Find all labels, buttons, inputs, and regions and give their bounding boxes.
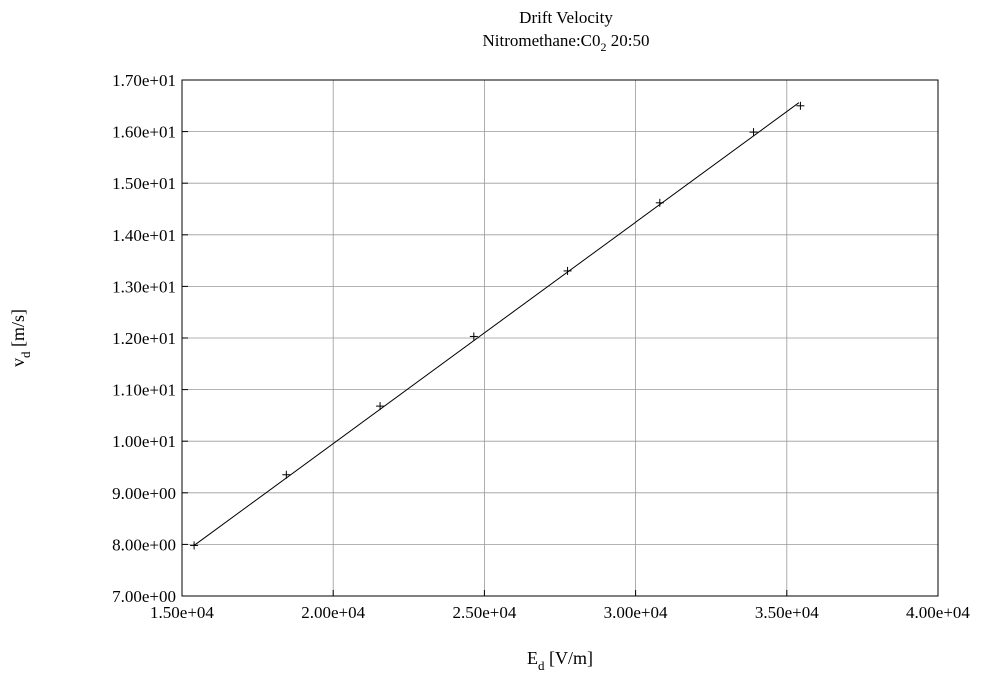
data-point	[190, 541, 199, 550]
y-tick-label: 1.10e+01	[112, 381, 176, 400]
x-tick-label: 4.00e+04	[906, 603, 970, 622]
y-tick-label: 1.70e+01	[112, 71, 176, 90]
data-points	[190, 101, 805, 550]
x-tick-label: 2.50e+04	[452, 603, 516, 622]
fit-line-group	[193, 102, 800, 546]
data-point	[563, 266, 572, 275]
y-axis-ticks: 7.00e+00 8.00e+00 9.00e+00 1.00e+01 1.10e+01…	[112, 71, 188, 606]
chart-subtitle: Nitromethane:C02 20:50	[482, 31, 649, 54]
x-tick-label: 2.00e+04	[301, 603, 365, 622]
data-point	[376, 402, 385, 411]
y-tick-label: 8.00e+00	[112, 535, 176, 554]
y-tick-label: 1.30e+01	[112, 277, 176, 296]
fit-line	[193, 102, 800, 546]
data-point	[655, 198, 664, 207]
plot-frame	[181, 79, 939, 597]
x-axis-label: Ed [V/m]	[527, 648, 593, 673]
data-point	[796, 101, 805, 110]
x-tick-label: 3.50e+04	[755, 603, 819, 622]
y-tick-label: 1.00e+01	[112, 432, 176, 451]
x-tick-label: 1.50e+04	[150, 603, 214, 622]
data-point	[282, 470, 291, 479]
y-tick-label: 1.50e+01	[112, 174, 176, 193]
grid	[181, 79, 939, 597]
y-tick-label: 1.60e+01	[112, 123, 176, 142]
data-point	[469, 332, 478, 341]
y-tick-label: 1.40e+01	[112, 226, 176, 245]
chart-title-group: Drift Velocity Nitromethane:C02 20:50	[482, 8, 649, 54]
y-axis-label: vd [m/s]	[8, 309, 33, 367]
y-tick-label: 7.00e+00	[112, 587, 176, 606]
x-tick-label: 3.00e+04	[604, 603, 668, 622]
y-tick-label: 1.20e+01	[112, 329, 176, 348]
x-axis-ticks: 1.50e+04 2.00e+04 2.50e+04 3.00e+04 3.50e+04…	[150, 590, 970, 622]
data-point	[749, 128, 758, 137]
y-tick-label: 9.00e+00	[112, 484, 176, 503]
chart-title: Drift Velocity	[519, 8, 613, 27]
